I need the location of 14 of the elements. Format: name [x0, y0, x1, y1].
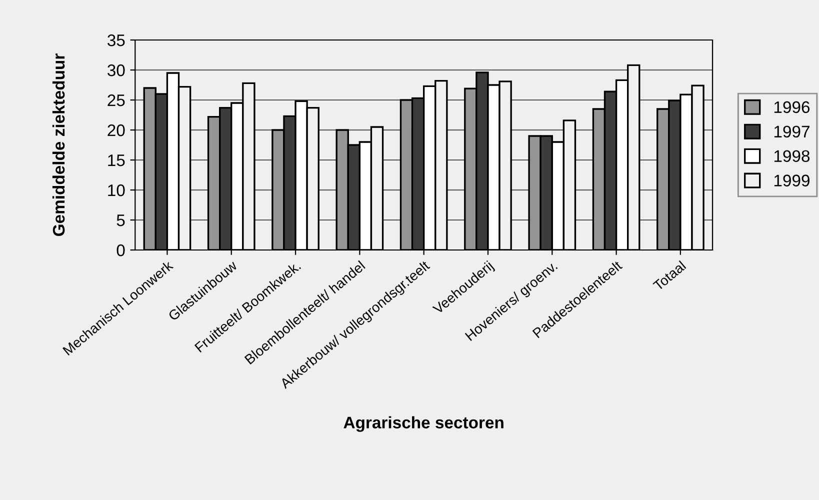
x-axis-title: Agrarische sectoren — [344, 416, 504, 432]
y-tick-label: 35 — [108, 34, 125, 46]
legend-label: 1998 — [774, 150, 810, 162]
legend-label: 1996 — [774, 101, 810, 114]
legend-label: 1999 — [774, 174, 810, 186]
y-tick-label: 25 — [108, 94, 125, 106]
y-tick-label: 15 — [108, 154, 125, 166]
y-tick-label: 5 — [116, 214, 125, 226]
y-tick-label: 10 — [108, 184, 125, 196]
y-axis-title: Gemiddelde ziekteduur — [52, 54, 65, 236]
legend-label: 1997 — [774, 126, 810, 138]
y-tick-label: 30 — [108, 64, 125, 76]
y-tick-label: 0 — [116, 244, 125, 256]
y-tick-label: 20 — [108, 124, 125, 136]
